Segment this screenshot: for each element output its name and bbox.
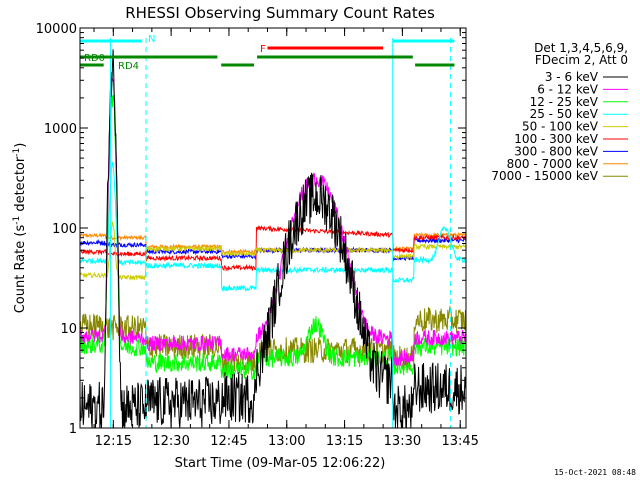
legend-header-line2: FDecim 2, Att 0 [535, 53, 628, 67]
x-tick-label: 13:15 [326, 434, 363, 449]
x-tick-label: 12:15 [95, 434, 132, 449]
legend-label: 50 - 100 keV [522, 120, 599, 134]
series-group [80, 49, 466, 428]
y-axis-label-part2: detector [13, 156, 28, 216]
y-tick-label: 10 [60, 322, 77, 337]
legend-label: 25 - 50 keV [530, 107, 599, 121]
y-tick-label: 1 [69, 422, 77, 437]
x-tick-label: 13:30 [384, 434, 421, 449]
series-line-12-25-keV [80, 94, 466, 381]
series-line-50-100-keV [80, 221, 466, 281]
legend-label: 300 - 800 keV [514, 144, 598, 158]
series-line-25-50-keV [80, 161, 466, 292]
flag-label-rd0: RD0 [84, 53, 105, 64]
chart-title: RHESSI Observing Summary Count Rates [125, 4, 435, 22]
series-line-3-6-keV [80, 49, 466, 428]
legend-label: 7000 - 15000 keV [491, 169, 598, 183]
y-tick-label: 1000 [44, 122, 77, 137]
timestamp: 15-Oct-2021 08:48 [554, 468, 636, 477]
legend: Det 1,3,4,5,6,9, FDecim 2, Att 0 3 - 6 k… [491, 41, 628, 183]
flag-label-rd4: RD4 [118, 61, 139, 72]
flag-label-n: N [148, 34, 155, 45]
legend-label: 800 - 7000 keV [507, 157, 599, 171]
y-tick-label: 10000 [36, 22, 77, 37]
x-tick-label: 12:30 [152, 434, 189, 449]
y-tick-label: 100 [52, 222, 77, 237]
flag-label-f: F [260, 44, 266, 55]
legend-label: 12 - 25 keV [530, 95, 599, 109]
x-tick-label: 12:45 [210, 434, 247, 449]
legend-label: 100 - 300 keV [514, 132, 598, 146]
plot-area: N RD0 RD4 F 1 10 100 1000 10000 12:15 12:30 12:45 13… [36, 22, 479, 449]
legend-header-line1: Det 1,3,4,5,6,9, [534, 41, 628, 55]
legend-label: 3 - 6 keV [545, 70, 599, 84]
series-line-100-300-keV [80, 224, 466, 272]
y-axis-label-sup2: -1 [12, 148, 22, 157]
y-axis-label-part1: Count Rate (s [13, 225, 28, 314]
x-axis-label: Start Time (09-Mar-05 12:06:22) [175, 456, 386, 471]
y-axis-label: Count Rate (s-1 detector-1) [12, 143, 28, 314]
legend-label: 6 - 12 keV [537, 82, 599, 96]
x-tick-label: 13:00 [268, 434, 305, 449]
y-axis-label-part3: ) [13, 143, 28, 148]
y-axis-label-sup1: -1 [12, 216, 22, 225]
x-tick-label: 13:45 [441, 434, 478, 449]
